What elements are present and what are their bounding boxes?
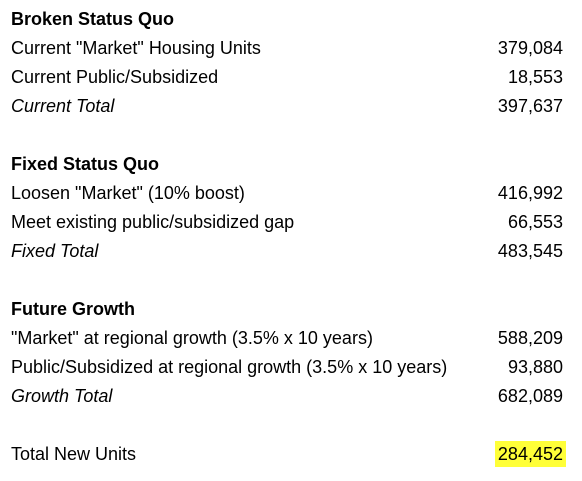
row-label: Loosen "Market" (10% boost): [11, 183, 245, 203]
section-total-row: Fixed Total 483,545: [11, 238, 563, 264]
section-total-label: Current Total: [11, 96, 115, 116]
row-value: 93,880: [507, 357, 563, 377]
row-label: Meet existing public/subsidized gap: [11, 212, 295, 232]
table-row: Loosen "Market" (10% boost) 416,992: [11, 180, 563, 206]
row-label: Current "Market" Housing Units: [11, 38, 261, 58]
row-value: 18,553: [507, 67, 563, 87]
section-total-label: Growth Total: [11, 386, 113, 406]
row-value: 66,553: [507, 212, 563, 232]
section-total-value: 397,637: [497, 96, 563, 116]
table-row: Meet existing public/subsidized gap 66,5…: [11, 209, 563, 235]
row-value: 416,992: [497, 183, 563, 203]
section-total-row: Growth Total 682,089: [11, 383, 563, 409]
table-row: Public/Subsidized at regional growth (3.…: [11, 354, 563, 380]
row-label: "Market" at regional growth (3.5% x 10 y…: [11, 328, 373, 348]
grand-total-row: Total New Units 284,452: [11, 441, 566, 467]
section-total-value: 682,089: [497, 386, 563, 406]
section-total-row: Current Total 397,637: [11, 93, 563, 119]
section-heading-future-growth: Future Growth: [11, 296, 563, 322]
section-heading-label: Fixed Status Quo: [11, 154, 160, 174]
section-heading-label: Broken Status Quo: [11, 9, 175, 29]
section-heading-label: Future Growth: [11, 299, 135, 319]
section-total-label: Fixed Total: [11, 241, 99, 261]
grand-total-value: 284,452: [494, 441, 566, 467]
row-value: 379,084: [497, 38, 563, 58]
grand-total-label: Total New Units: [11, 444, 137, 464]
table-row: Current "Market" Housing Units 379,084: [11, 35, 563, 61]
table-row: Current Public/Subsidized 18,553: [11, 64, 563, 90]
row-label: Current Public/Subsidized: [11, 67, 219, 87]
section-heading-fixed-status-quo: Fixed Status Quo: [11, 151, 563, 177]
section-heading-broken-status-quo: Broken Status Quo: [11, 6, 563, 32]
row-value: 588,209: [497, 328, 563, 348]
table-row: "Market" at regional growth (3.5% x 10 y…: [11, 325, 563, 351]
section-total-value: 483,545: [497, 241, 563, 261]
row-label: Public/Subsidized at regional growth (3.…: [11, 357, 448, 377]
